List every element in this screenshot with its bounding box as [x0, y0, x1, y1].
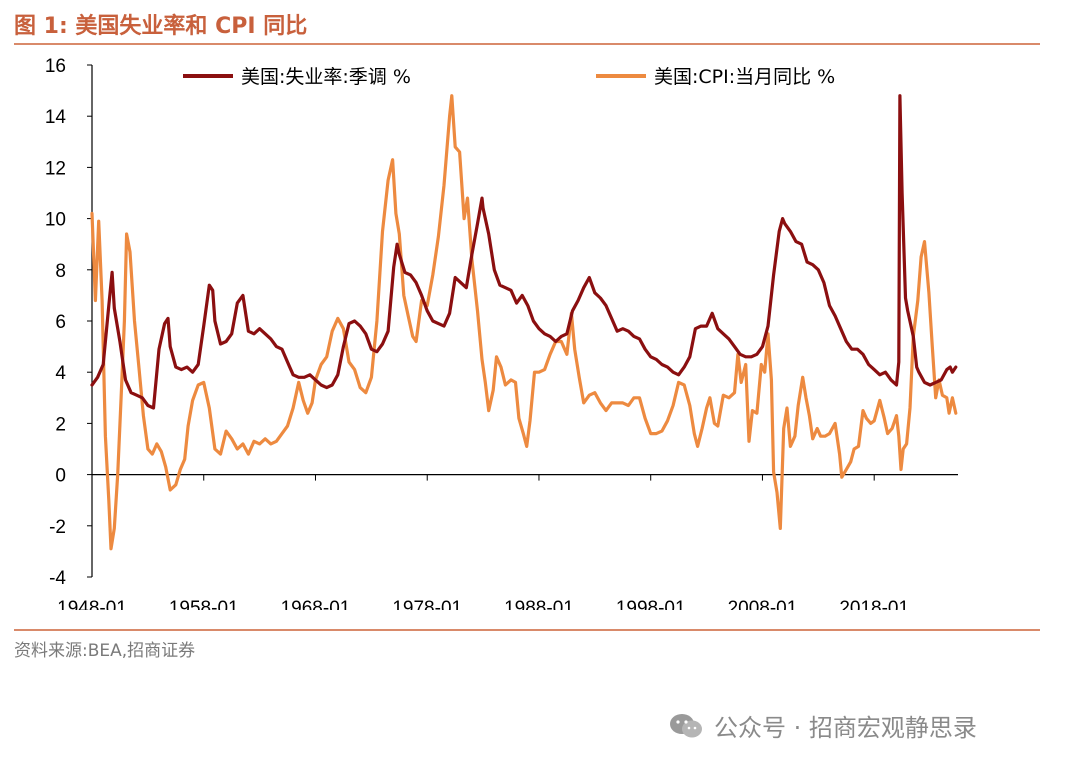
legend-label-unemployment: 美国:失业率:季调 %	[241, 66, 411, 88]
top-rule	[14, 43, 1040, 45]
y-tick-label: 4	[55, 363, 66, 384]
y-tick-label: 2	[55, 414, 66, 435]
legend-label-cpi: 美国:CPI:当月同比 %	[654, 66, 835, 88]
y-tick-label: 16	[45, 56, 66, 77]
watermark: 公众号 · 招商宏观静思录	[668, 708, 977, 743]
legend: 美国:失业率:季调 % 美国:CPI:当月同比 %	[183, 66, 835, 88]
axes	[87, 64, 958, 578]
x-tick-label: 1968-01	[281, 598, 351, 610]
y-tick-label: 0	[55, 466, 66, 487]
series-group	[90, 94, 958, 551]
x-tick-label: 1978-01	[392, 598, 462, 610]
x-tick-labels: 1948-01 1958-01 1968-01 1978-01 1988-01 1998-…	[57, 598, 909, 610]
source-note: 资料来源:BEA,招商证券	[14, 641, 196, 661]
y-tick-labels: 16 14 12 10 8 6 4 2 0 -2 -4	[45, 56, 67, 589]
y-tick-label: 6	[55, 312, 66, 333]
x-tick-label: 1948-01	[57, 598, 127, 610]
watermark-text: 公众号 · 招商宏观静思录	[714, 714, 977, 742]
y-tick-label: 10	[45, 210, 66, 231]
series-line-cpi	[90, 94, 958, 551]
figure-title: 图 1: 美国失业率和 CPI 同比	[14, 14, 308, 39]
y-tick-label: 14	[45, 107, 67, 128]
x-tick-label: 1998-01	[616, 598, 686, 610]
bottom-rule	[14, 629, 1040, 631]
wechat-icon	[670, 713, 702, 737]
x-tick-label: 2018-01	[839, 598, 909, 610]
x-tick-label: 2008-01	[728, 598, 798, 610]
series-line-unemployment	[90, 94, 958, 410]
y-tick-label: -4	[49, 568, 66, 589]
x-tick-label: 1988-01	[504, 598, 574, 610]
y-tick-label: -2	[49, 517, 66, 538]
x-tick-label: 1958-01	[169, 598, 239, 610]
y-tick-label: 8	[55, 261, 66, 282]
y-tick-label: 12	[45, 158, 66, 179]
